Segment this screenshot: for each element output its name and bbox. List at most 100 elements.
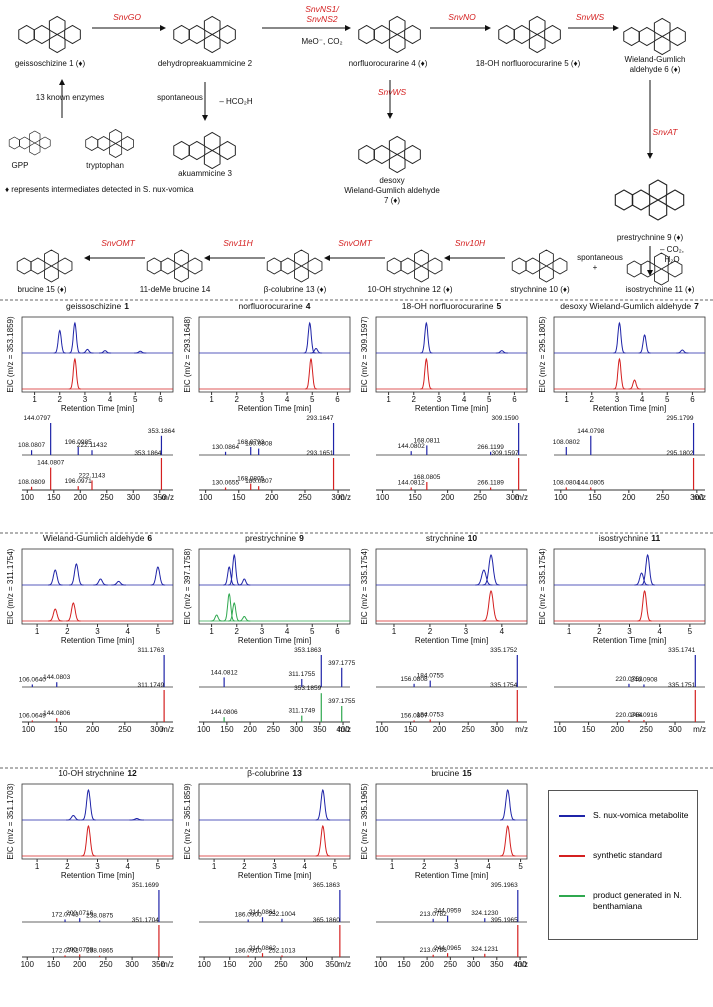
- ring: [358, 24, 375, 45]
- compound-label: 7 (♦): [384, 196, 400, 205]
- ms-peak-label: 172.0762: [51, 947, 78, 954]
- eic-peak: [613, 321, 626, 354]
- ms-peak-label: 144.0798: [577, 428, 604, 435]
- eic-frame: [553, 316, 706, 393]
- ms-peak-label: 144.0806: [211, 709, 238, 716]
- ms-peak-label: 180.0808: [245, 441, 272, 448]
- legend-swatch: [559, 815, 585, 817]
- panel-title: 18-OH norfluorocurarine 5: [402, 301, 502, 311]
- ms-peak-label: 311.1749: [288, 708, 315, 715]
- condition-label: spontaneous: [157, 93, 203, 102]
- ring: [552, 257, 568, 275]
- legend-swatch: [559, 855, 585, 857]
- compound-label: geissoschizine 1 (♦): [15, 59, 86, 68]
- eic-peak: [500, 788, 516, 821]
- condition-label: +: [593, 263, 598, 272]
- ring: [528, 15, 546, 36]
- mz-tick-label: 150: [232, 493, 246, 502]
- mz-tick-label: 300: [127, 493, 141, 502]
- note: ♦ represents intermediates detected in S…: [5, 185, 194, 194]
- ms-peak-label: 130.0864: [212, 444, 239, 451]
- eic-peak: [238, 578, 251, 586]
- panel-title: β-colubrine 13: [247, 768, 302, 778]
- eic-peak: [81, 824, 96, 857]
- mz-tick-label: 250: [118, 725, 132, 734]
- title-number: 12: [127, 768, 137, 778]
- ring: [640, 260, 656, 278]
- ring: [413, 249, 429, 267]
- panel-title: Wieland-Gumlich aldehyde 6: [43, 533, 153, 543]
- structure: [85, 129, 134, 158]
- ring: [48, 33, 66, 54]
- ring: [648, 179, 668, 201]
- ms-peak-label: 144.0802: [398, 443, 425, 450]
- ring: [19, 136, 31, 150]
- ms-peak-label: 311.1755: [288, 671, 315, 678]
- x-tick-label: 1: [564, 395, 569, 404]
- condition-label: – HCO₂H: [219, 97, 253, 106]
- eic-peak: [66, 814, 81, 821]
- ring: [665, 189, 685, 211]
- ms-peak-label: 295.1799: [666, 415, 693, 422]
- eic-frame: [21, 316, 174, 393]
- mz-tick-label: 250: [99, 960, 113, 969]
- mz-tick-label: 300: [506, 493, 520, 502]
- x-tick-label: 4: [285, 395, 290, 404]
- ring: [623, 26, 640, 47]
- x-axis-label: Retention Time [min]: [61, 871, 134, 880]
- eic-peak: [238, 615, 251, 622]
- eic-frame: [375, 783, 528, 860]
- enzyme-label: SnvWS: [576, 12, 605, 22]
- mz-tick-label: 200: [249, 960, 263, 969]
- eic-frame: [21, 548, 174, 625]
- ring: [57, 257, 73, 275]
- structure: [18, 15, 81, 54]
- ring: [373, 144, 391, 165]
- ms-peak-label: 335.1754: [490, 682, 517, 689]
- ms-peak-label: 220.0753: [615, 676, 642, 683]
- ms-peak-label: 144.0807: [37, 460, 64, 467]
- ms-peak-label: 168.0805: [237, 476, 264, 483]
- eic-frame: [198, 548, 351, 625]
- x-tick-label: 3: [260, 627, 265, 636]
- eic-axis-label: EIC (m/z = 395.1965): [360, 783, 369, 860]
- mz-tick-label: 300: [150, 725, 164, 734]
- eic-peak: [420, 321, 433, 354]
- ms-peak-label: 353.1864: [148, 428, 175, 435]
- title-number: 5: [496, 301, 501, 311]
- eic-axis-label: EIC (m/z = 311.1754): [6, 548, 15, 624]
- x-tick-label: 5: [518, 862, 523, 871]
- legend-label: S. nux-vomica metabolite: [593, 810, 689, 820]
- x-axis-label: Retention Time [min]: [415, 871, 488, 880]
- x-tick-label: 6: [690, 395, 695, 404]
- x-axis-label: Retention Time [min]: [61, 404, 134, 413]
- eic-peak: [303, 321, 316, 354]
- condition-label: MeO⁻, CO₂: [301, 37, 342, 46]
- ring: [511, 257, 527, 275]
- x-tick-label: 2: [235, 627, 240, 636]
- mz-axis-label: m/z: [161, 960, 174, 969]
- ms-peak-label: 397.1755: [328, 698, 355, 705]
- mz-tick-label: 250: [473, 493, 487, 502]
- ms-peak-label: 108.0802: [553, 439, 580, 446]
- mz-tick-label: 150: [47, 960, 61, 969]
- ring: [18, 24, 35, 45]
- eic-peak: [69, 563, 84, 586]
- ring: [358, 144, 375, 165]
- mz-tick-label: 350: [313, 725, 327, 734]
- condition-label: H₂O: [664, 255, 679, 264]
- x-tick-label: 4: [500, 627, 505, 636]
- ring: [203, 33, 221, 54]
- x-tick-label: 1: [32, 395, 37, 404]
- x-tick-label: 6: [335, 395, 340, 404]
- panel-title: desoxy Wieland-Gumlich aldehyde 7: [560, 301, 699, 311]
- x-axis-label: Retention Time [min]: [238, 871, 311, 880]
- ring: [64, 24, 81, 45]
- mz-tick-label: 350: [325, 960, 339, 969]
- mz-tick-label: 150: [47, 493, 61, 502]
- mz-tick-label: 300: [125, 960, 139, 969]
- ms-peak-label: 351.1699: [132, 882, 159, 889]
- ring: [160, 257, 176, 275]
- x-tick-label: 3: [437, 395, 442, 404]
